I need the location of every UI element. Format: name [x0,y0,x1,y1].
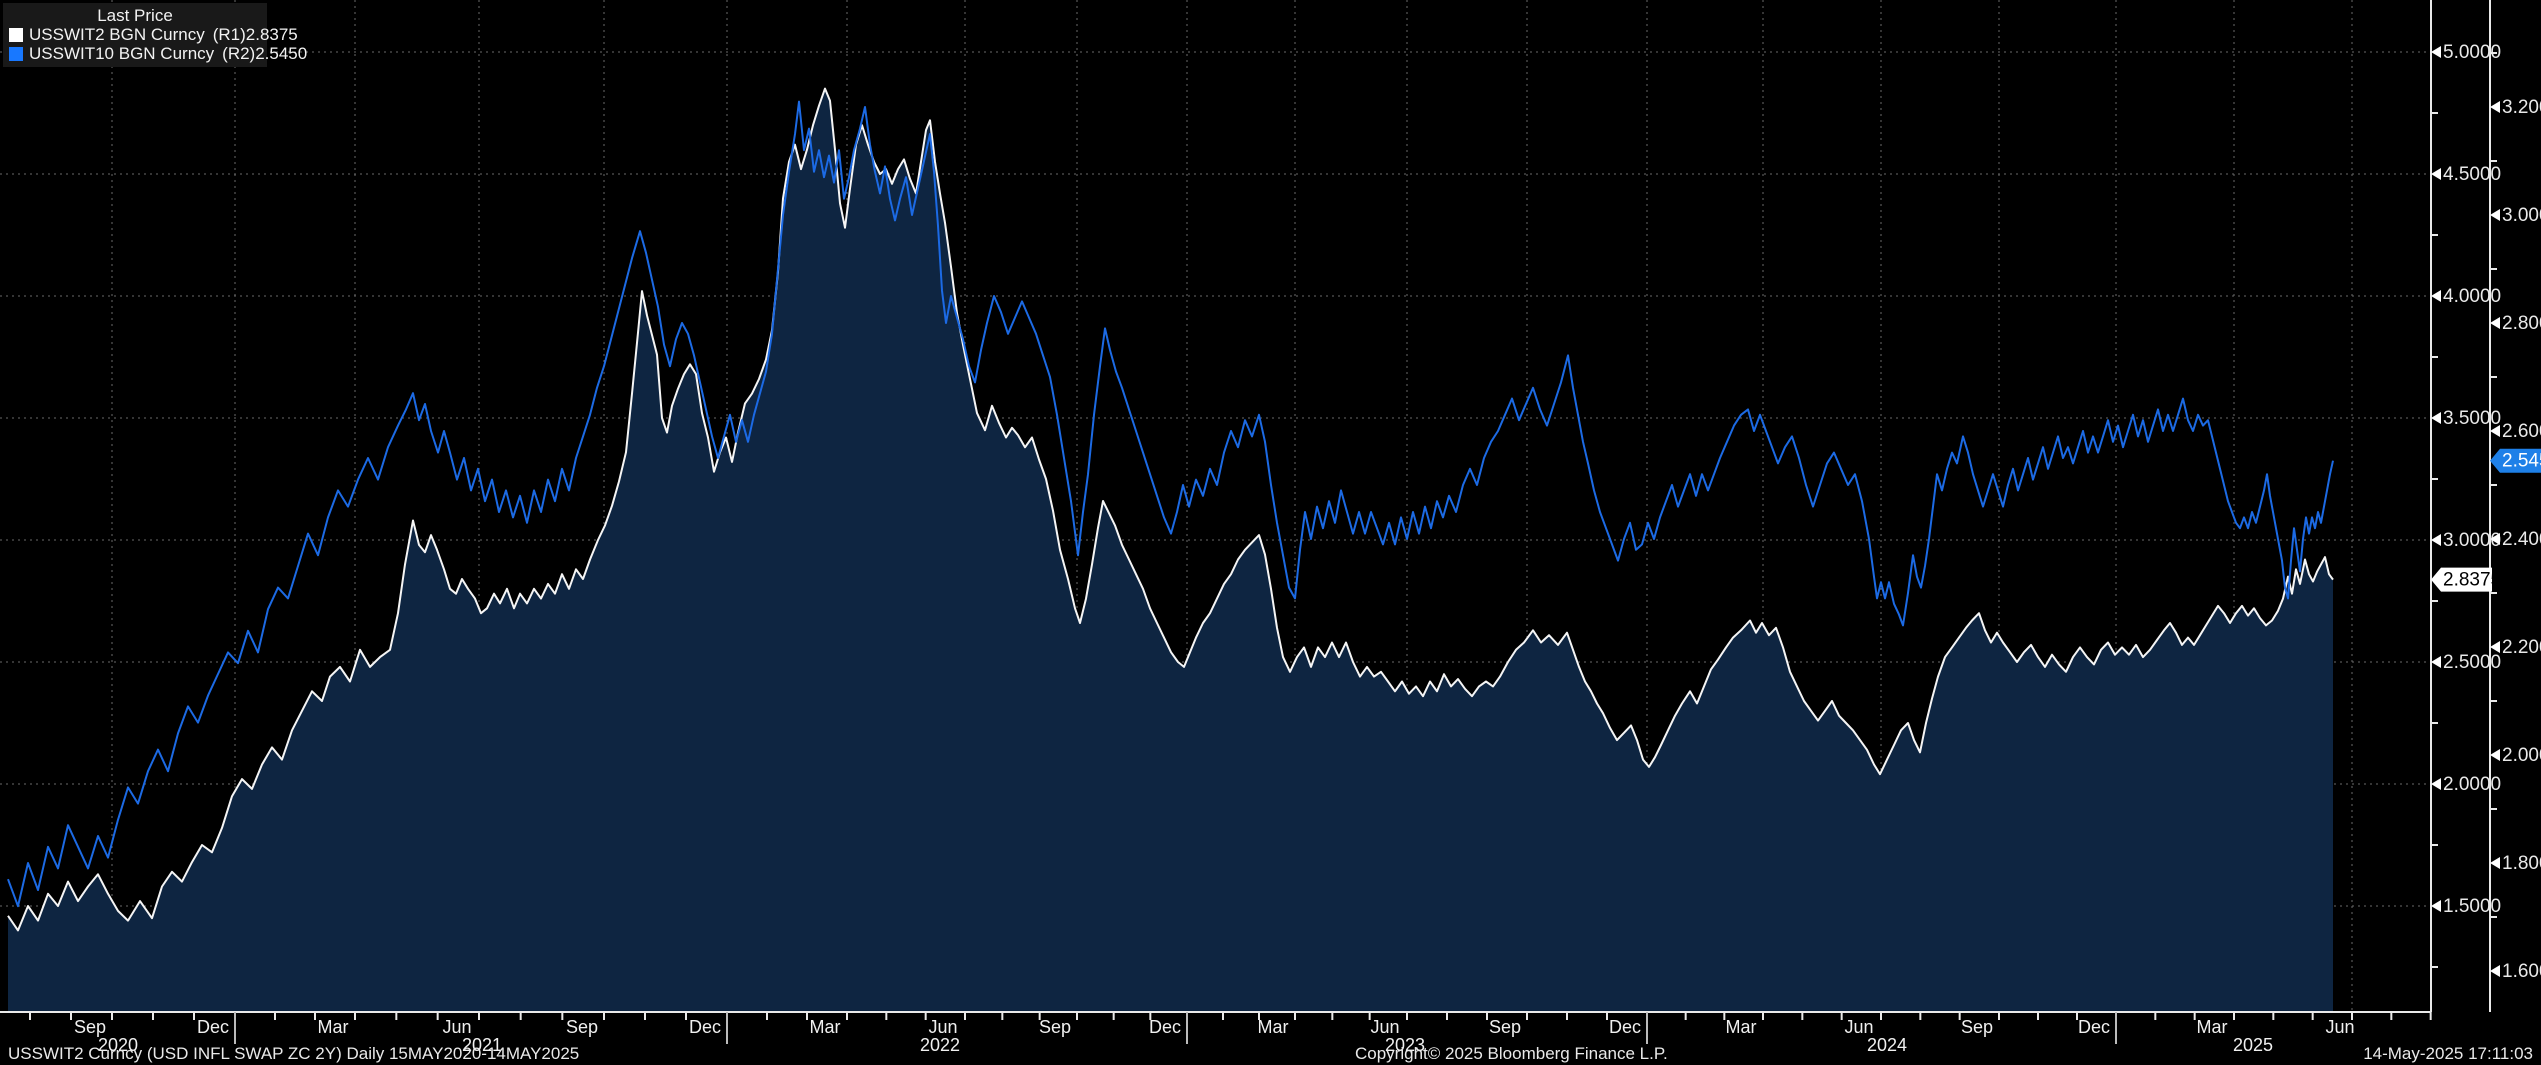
svg-text:2.0000: 2.0000 [2502,745,2541,766]
usswit2-swatch-icon [9,27,23,42]
svg-text:Jun: Jun [1370,1017,1399,1037]
svg-text:Sep: Sep [1489,1017,1521,1037]
legend-axis-tag: (R1) [212,25,246,44]
svg-text:Mar: Mar [318,1017,349,1037]
svg-text:2023: 2023 [1385,1035,1425,1055]
svg-text:Sep: Sep [1961,1017,1993,1037]
timestamp: 14-May-2025 17:11:03 [2363,1044,2533,1063]
svg-text:Sep: Sep [74,1017,106,1037]
legend-row-usswit10[interactable]: USSWIT10 BGN Curncy (R2) 2.5450 [9,44,307,63]
svg-text:Sep: Sep [1039,1017,1071,1037]
svg-text:2021: 2021 [462,1035,502,1055]
svg-text:Mar: Mar [1258,1017,1289,1037]
svg-text:4.5000: 4.5000 [2443,164,2501,185]
svg-text:2.2000: 2.2000 [2502,637,2541,658]
legend-series-label: USSWIT10 BGN Curncy [29,44,215,63]
svg-text:Sep: Sep [566,1017,598,1037]
svg-text:5.0000: 5.0000 [2443,42,2501,63]
security-description: USSWIT2 Curncy (USD INFL SWAP ZC 2Y) Dai… [8,1044,580,1063]
svg-text:3.0000: 3.0000 [2443,530,2501,551]
svg-text:1.5000: 1.5000 [2443,896,2501,917]
chart-legend[interactable]: Last Price USSWIT2 BGN Curncy (R1) 2.837… [3,3,307,67]
usswit10-swatch-icon [9,46,23,61]
svg-text:2025: 2025 [2233,1035,2273,1055]
svg-text:2.5450: 2.5450 [2502,451,2541,472]
svg-text:2.8000: 2.8000 [2502,313,2541,334]
svg-text:Mar: Mar [810,1017,841,1037]
svg-text:Jun: Jun [1844,1017,1873,1037]
legend-last-value: 2.8375 [245,25,298,44]
svg-text:2.0000: 2.0000 [2443,774,2501,795]
legend-title: Last Price [97,6,173,25]
svg-text:Dec: Dec [2078,1017,2110,1037]
svg-text:Dec: Dec [197,1017,229,1037]
legend-axis-tag: (R2) [222,44,256,63]
svg-text:2024: 2024 [1867,1035,1907,1055]
svg-text:3.0000: 3.0000 [2502,205,2541,226]
legend-last-value: 2.5450 [255,44,308,63]
svg-text:Mar: Mar [1726,1017,1757,1037]
svg-text:2.8375: 2.8375 [2443,570,2501,591]
svg-text:Dec: Dec [689,1017,721,1037]
svg-text:3.5000: 3.5000 [2443,408,2501,429]
svg-text:1.6000: 1.6000 [2502,961,2541,982]
svg-text:Dec: Dec [1609,1017,1641,1037]
svg-text:1.8000: 1.8000 [2502,853,2541,874]
svg-text:Jun: Jun [442,1017,471,1037]
svg-text:Jun: Jun [928,1017,957,1037]
svg-text:2020: 2020 [98,1035,138,1055]
legend-row-usswit2[interactable]: USSWIT2 BGN Curncy (R1) 2.8375 [9,25,298,44]
copyright-text: Copyright© 2025 Bloomberg Finance L.P. [1355,1044,1668,1063]
svg-text:Jun: Jun [2325,1017,2354,1037]
svg-text:2022: 2022 [920,1035,960,1055]
legend-series-label: USSWIT2 BGN Curncy [29,25,205,44]
svg-text:4.0000: 4.0000 [2443,286,2501,307]
svg-text:2.4000: 2.4000 [2502,529,2541,550]
svg-text:Dec: Dec [1149,1017,1181,1037]
svg-text:2.6000: 2.6000 [2502,421,2541,442]
svg-text:2.5000: 2.5000 [2443,652,2501,673]
svg-text:3.2000: 3.2000 [2502,97,2541,118]
svg-text:Mar: Mar [2197,1017,2228,1037]
